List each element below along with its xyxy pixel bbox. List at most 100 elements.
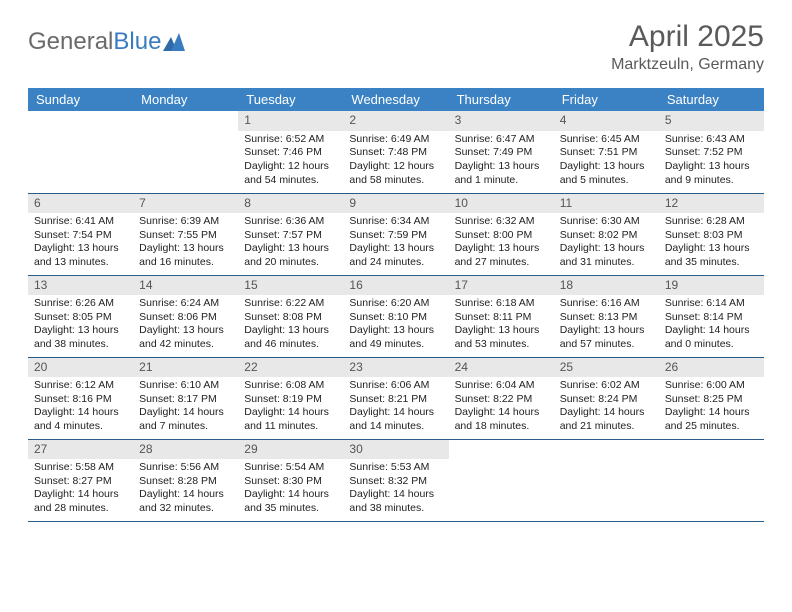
daylight-text: Daylight: 13 hours and 57 minutes. [560, 324, 653, 351]
sunrise-text: Sunrise: 6:47 AM [455, 133, 548, 147]
day-info: Sunrise: 6:24 AMSunset: 8:06 PMDaylight:… [133, 297, 238, 356]
sunrise-text: Sunrise: 6:00 AM [665, 379, 758, 393]
daylight-text: Daylight: 14 hours and 28 minutes. [34, 488, 127, 515]
daylight-text: Daylight: 14 hours and 25 minutes. [665, 406, 758, 433]
sunset-text: Sunset: 7:51 PM [560, 146, 653, 160]
sunrise-text: Sunrise: 6:20 AM [349, 297, 442, 311]
logo: GeneralBlue [28, 28, 185, 56]
calendar-day-cell: 1Sunrise: 6:52 AMSunset: 7:46 PMDaylight… [238, 111, 343, 193]
calendar-day-cell: 30Sunrise: 5:53 AMSunset: 8:32 PMDayligh… [343, 439, 448, 521]
daylight-text: Daylight: 14 hours and 38 minutes. [349, 488, 442, 515]
sunset-text: Sunset: 8:27 PM [34, 475, 127, 489]
daylight-text: Daylight: 14 hours and 32 minutes. [139, 488, 232, 515]
sunset-text: Sunset: 8:30 PM [244, 475, 337, 489]
sunrise-text: Sunrise: 6:08 AM [244, 379, 337, 393]
sunrise-text: Sunrise: 5:53 AM [349, 461, 442, 475]
sunset-text: Sunset: 8:11 PM [455, 311, 548, 325]
calendar-week-row: 6Sunrise: 6:41 AMSunset: 7:54 PMDaylight… [28, 193, 764, 275]
daylight-text: Daylight: 13 hours and 27 minutes. [455, 242, 548, 269]
sunset-text: Sunset: 8:19 PM [244, 393, 337, 407]
calendar-week-row: 13Sunrise: 6:26 AMSunset: 8:05 PMDayligh… [28, 275, 764, 357]
calendar-day-cell [28, 111, 133, 193]
day-info: Sunrise: 5:58 AMSunset: 8:27 PMDaylight:… [28, 461, 133, 520]
daylight-text: Daylight: 13 hours and 16 minutes. [139, 242, 232, 269]
sunset-text: Sunset: 8:22 PM [455, 393, 548, 407]
calendar-day-cell: 28Sunrise: 5:56 AMSunset: 8:28 PMDayligh… [133, 439, 238, 521]
daylight-text: Daylight: 13 hours and 49 minutes. [349, 324, 442, 351]
day-number: 21 [133, 358, 238, 378]
day-number: 2 [343, 111, 448, 131]
sunrise-text: Sunrise: 6:22 AM [244, 297, 337, 311]
day-info: Sunrise: 6:47 AMSunset: 7:49 PMDaylight:… [449, 133, 554, 192]
calendar-day-cell: 6Sunrise: 6:41 AMSunset: 7:54 PMDaylight… [28, 193, 133, 275]
daylight-text: Daylight: 12 hours and 54 minutes. [244, 160, 337, 187]
calendar-day-cell: 25Sunrise: 6:02 AMSunset: 8:24 PMDayligh… [554, 357, 659, 439]
sunset-text: Sunset: 8:24 PM [560, 393, 653, 407]
day-info: Sunrise: 6:32 AMSunset: 8:00 PMDaylight:… [449, 215, 554, 274]
sunset-text: Sunset: 8:21 PM [349, 393, 442, 407]
calendar-day-cell: 17Sunrise: 6:18 AMSunset: 8:11 PMDayligh… [449, 275, 554, 357]
calendar-page: GeneralBlue April 2025 Marktzeuln, Germa… [0, 0, 792, 542]
sunset-text: Sunset: 8:14 PM [665, 311, 758, 325]
calendar-table: SundayMondayTuesdayWednesdayThursdayFrid… [28, 88, 764, 522]
daylight-text: Daylight: 13 hours and 5 minutes. [560, 160, 653, 187]
sunrise-text: Sunrise: 6:14 AM [665, 297, 758, 311]
sunset-text: Sunset: 8:25 PM [665, 393, 758, 407]
sunset-text: Sunset: 8:17 PM [139, 393, 232, 407]
sunrise-text: Sunrise: 6:16 AM [560, 297, 653, 311]
day-info: Sunrise: 6:28 AMSunset: 8:03 PMDaylight:… [659, 215, 764, 274]
calendar-day-cell: 22Sunrise: 6:08 AMSunset: 8:19 PMDayligh… [238, 357, 343, 439]
sunset-text: Sunset: 7:48 PM [349, 146, 442, 160]
calendar-day-cell: 7Sunrise: 6:39 AMSunset: 7:55 PMDaylight… [133, 193, 238, 275]
day-info: Sunrise: 6:12 AMSunset: 8:16 PMDaylight:… [28, 379, 133, 438]
day-header: Wednesday [343, 88, 448, 111]
day-number: 26 [659, 358, 764, 378]
calendar-day-cell [659, 439, 764, 521]
sunrise-text: Sunrise: 6:18 AM [455, 297, 548, 311]
calendar-day-cell: 9Sunrise: 6:34 AMSunset: 7:59 PMDaylight… [343, 193, 448, 275]
day-info: Sunrise: 6:04 AMSunset: 8:22 PMDaylight:… [449, 379, 554, 438]
calendar-week-row: 1Sunrise: 6:52 AMSunset: 7:46 PMDaylight… [28, 111, 764, 193]
calendar-day-cell: 13Sunrise: 6:26 AMSunset: 8:05 PMDayligh… [28, 275, 133, 357]
calendar-day-cell: 14Sunrise: 6:24 AMSunset: 8:06 PMDayligh… [133, 275, 238, 357]
day-info: Sunrise: 6:41 AMSunset: 7:54 PMDaylight:… [28, 215, 133, 274]
page-header: GeneralBlue April 2025 Marktzeuln, Germa… [28, 20, 764, 74]
day-number: 29 [238, 440, 343, 460]
sunrise-text: Sunrise: 6:39 AM [139, 215, 232, 229]
day-number: 7 [133, 194, 238, 214]
calendar-body: 1Sunrise: 6:52 AMSunset: 7:46 PMDaylight… [28, 111, 764, 521]
sunset-text: Sunset: 8:02 PM [560, 229, 653, 243]
logo-text-blue: Blue [113, 28, 161, 55]
day-info: Sunrise: 6:00 AMSunset: 8:25 PMDaylight:… [659, 379, 764, 438]
daylight-text: Daylight: 14 hours and 7 minutes. [139, 406, 232, 433]
sunset-text: Sunset: 8:03 PM [665, 229, 758, 243]
daylight-text: Daylight: 13 hours and 13 minutes. [34, 242, 127, 269]
calendar-day-cell: 11Sunrise: 6:30 AMSunset: 8:02 PMDayligh… [554, 193, 659, 275]
day-header: Tuesday [238, 88, 343, 111]
sunset-text: Sunset: 7:54 PM [34, 229, 127, 243]
daylight-text: Daylight: 13 hours and 31 minutes. [560, 242, 653, 269]
day-number: 8 [238, 194, 343, 214]
sunset-text: Sunset: 7:52 PM [665, 146, 758, 160]
day-number: 5 [659, 111, 764, 131]
calendar-day-cell: 8Sunrise: 6:36 AMSunset: 7:57 PMDaylight… [238, 193, 343, 275]
daylight-text: Daylight: 14 hours and 18 minutes. [455, 406, 548, 433]
day-number: 24 [449, 358, 554, 378]
daylight-text: Daylight: 12 hours and 58 minutes. [349, 160, 442, 187]
daylight-text: Daylight: 13 hours and 9 minutes. [665, 160, 758, 187]
day-info: Sunrise: 6:49 AMSunset: 7:48 PMDaylight:… [343, 133, 448, 192]
title-block: April 2025 Marktzeuln, Germany [611, 20, 764, 74]
sunset-text: Sunset: 7:55 PM [139, 229, 232, 243]
sunset-text: Sunset: 8:28 PM [139, 475, 232, 489]
day-number: 9 [343, 194, 448, 214]
logo-text: GeneralBlue [28, 28, 161, 56]
day-info: Sunrise: 6:10 AMSunset: 8:17 PMDaylight:… [133, 379, 238, 438]
calendar-day-cell: 26Sunrise: 6:00 AMSunset: 8:25 PMDayligh… [659, 357, 764, 439]
sunset-text: Sunset: 7:59 PM [349, 229, 442, 243]
sunset-text: Sunset: 7:46 PM [244, 146, 337, 160]
day-number: 6 [28, 194, 133, 214]
daylight-text: Daylight: 14 hours and 35 minutes. [244, 488, 337, 515]
sunrise-text: Sunrise: 5:54 AM [244, 461, 337, 475]
sunrise-text: Sunrise: 6:12 AM [34, 379, 127, 393]
day-number: 25 [554, 358, 659, 378]
